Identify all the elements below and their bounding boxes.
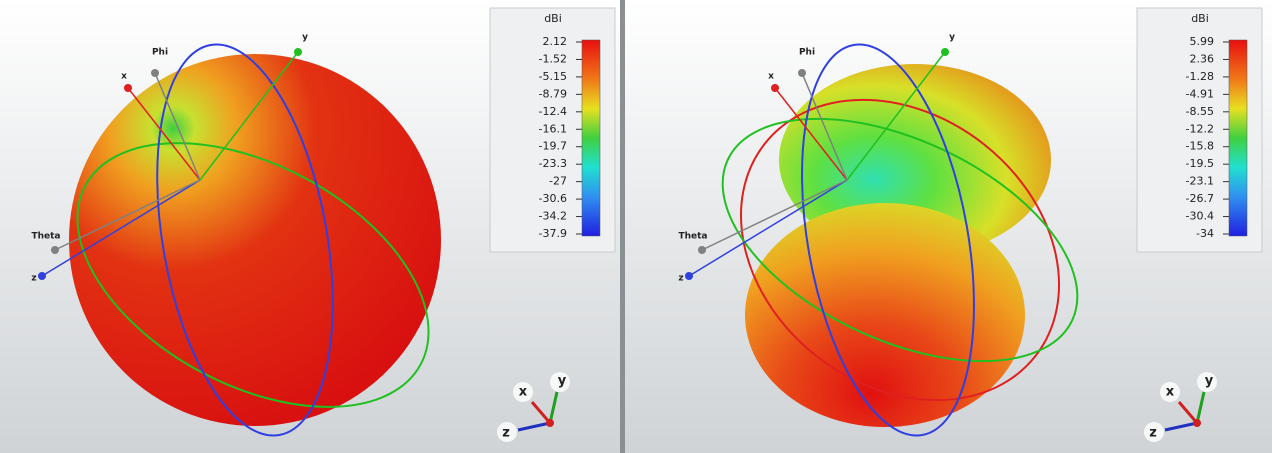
axis-label: x <box>768 72 774 82</box>
scale-label: -26.7 <box>1186 192 1214 205</box>
scale-label: -34.2 <box>539 210 567 223</box>
theta-axis <box>701 179 848 251</box>
phi-axis <box>154 72 201 181</box>
phi-axis-head <box>151 69 159 77</box>
color-bar <box>581 39 601 237</box>
scale-label: -4.91 <box>1186 87 1214 100</box>
scale-label: -5.15 <box>539 70 567 83</box>
phi-ring <box>801 43 975 437</box>
scale-label: 2.36 <box>1190 52 1215 65</box>
triad-bg <box>497 422 517 442</box>
z-axis-head <box>38 272 46 280</box>
scale-label: -37.9 <box>539 227 567 240</box>
phi-axis-head <box>798 69 806 77</box>
scale-label: -23.3 <box>539 157 567 170</box>
pattern-surface <box>69 54 441 426</box>
scale-label: -12.2 <box>1186 122 1214 135</box>
scale-label: -8.55 <box>1186 105 1214 118</box>
axis-label: Theta <box>678 232 707 242</box>
scale-label: 5.99 <box>1190 35 1215 48</box>
scale-label: -12.4 <box>539 105 567 118</box>
x-axis <box>127 87 201 181</box>
scale-label: -19.5 <box>1186 157 1214 170</box>
y-axis <box>199 51 299 181</box>
triad-label: z <box>502 426 510 441</box>
scale-label: -27 <box>549 175 567 188</box>
axis-label: Phi <box>799 48 815 58</box>
triad-origin <box>1193 419 1201 427</box>
scale-label: 2.12 <box>543 35 568 48</box>
legend-unit: dBi <box>544 12 562 25</box>
scale-label: -19.7 <box>539 140 567 153</box>
triad-bg <box>1144 422 1164 442</box>
triad-bg <box>550 372 570 392</box>
scale-label: -30.4 <box>1186 210 1214 223</box>
theta-axis <box>54 179 201 251</box>
y-axis-head <box>941 48 949 56</box>
triad-label: z <box>1149 426 1157 441</box>
axis-label: z <box>31 274 36 284</box>
triad-x <box>1177 401 1199 424</box>
scale-label: -30.6 <box>539 192 567 205</box>
theta-ring <box>76 142 430 408</box>
triad-y <box>548 391 559 424</box>
x-axis-head <box>124 84 132 92</box>
axis-label: y <box>302 33 308 43</box>
triad-bg <box>1160 382 1180 402</box>
scale-label: -34 <box>1196 227 1214 240</box>
y-axis <box>846 51 946 181</box>
triad-label: y <box>558 374 567 389</box>
theta-axis-head <box>698 246 706 254</box>
scale-label: -1.52 <box>539 52 567 65</box>
z-axis <box>41 179 201 277</box>
scale-label: -23.1 <box>1186 175 1214 188</box>
axis-label: Theta <box>31 232 60 242</box>
y-axis-head <box>294 48 302 56</box>
x-axis <box>774 87 848 181</box>
ring-red <box>740 98 1060 402</box>
phi-ring <box>156 43 334 437</box>
pattern-lobe-lower <box>745 203 1025 427</box>
scale-label: -1.28 <box>1186 70 1214 83</box>
axis-label: y <box>949 33 955 43</box>
axis-label: z <box>678 274 683 284</box>
triad-label: x <box>519 385 528 400</box>
triad-bg <box>1197 372 1217 392</box>
axis-label: Phi <box>152 48 168 58</box>
axis-label: x <box>121 72 127 82</box>
splitter <box>620 0 625 453</box>
z-axis-head <box>685 272 693 280</box>
triad-origin <box>546 419 554 427</box>
scale-label: -8.79 <box>539 87 567 100</box>
triad-y <box>1195 391 1206 424</box>
color-bar <box>1228 39 1248 237</box>
triad-z <box>517 421 551 432</box>
phi-axis <box>801 72 848 181</box>
x-axis-head <box>771 84 779 92</box>
scale-label: -16.1 <box>539 122 567 135</box>
triad-label: y <box>1205 374 1214 389</box>
triad-label: x <box>1166 385 1175 400</box>
triad-bg <box>513 382 533 402</box>
theta-ring <box>721 117 1079 363</box>
legend-unit: dBi <box>1191 12 1209 25</box>
triad-x <box>530 401 552 424</box>
z-axis <box>688 179 848 277</box>
triad-z <box>1164 421 1198 432</box>
theta-axis-head <box>51 246 59 254</box>
scale-label: -15.8 <box>1186 140 1214 153</box>
